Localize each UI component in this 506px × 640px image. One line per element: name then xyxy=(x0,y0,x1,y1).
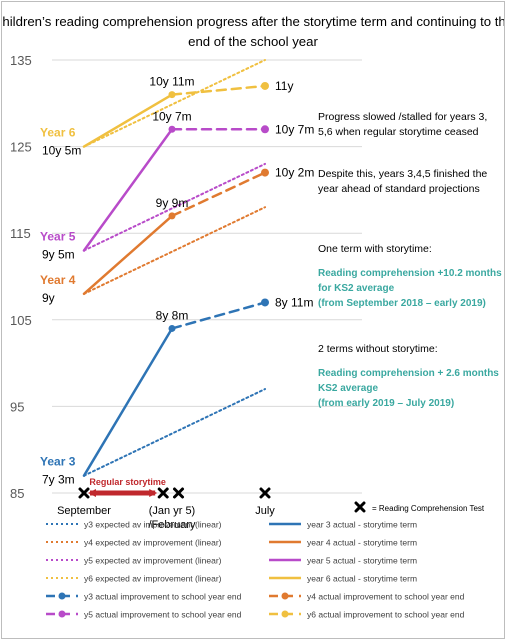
y-tick-label: 135 xyxy=(10,53,32,68)
legend-entry-label: y6 actual improvement to school year end xyxy=(307,610,465,620)
annotation-text: KS2 average xyxy=(318,383,378,394)
legend-swatch-point xyxy=(281,610,289,618)
test-marker xyxy=(259,487,271,499)
series-line xyxy=(83,59,266,148)
point-value-label: 10y 5m xyxy=(42,144,81,158)
series-line xyxy=(83,162,266,252)
annotation-text: (from September 2018 – early 2019) xyxy=(318,298,486,309)
point-value-label: 9y xyxy=(42,291,55,305)
annotation-text: year ahead of standard projections xyxy=(318,183,480,195)
series-end-point xyxy=(261,81,269,90)
y-tick-label: 115 xyxy=(10,226,31,241)
x-tick-label: July xyxy=(255,505,275,517)
legend-entry-label: y4 expected av improvement (linear) xyxy=(84,538,222,548)
annotation-text: Reading comprehension +10.2 months xyxy=(318,268,502,279)
cross-icon xyxy=(354,501,366,513)
series-line xyxy=(82,327,174,477)
legend-test-label: = Reading Comprehension Test xyxy=(372,504,485,513)
legend-entry-label: y3 actual improvement to school year end xyxy=(84,592,242,602)
point-value-label: 11y xyxy=(275,79,293,93)
series-end-point xyxy=(261,168,269,177)
legend-entry-label: year 5 actual - storytime term xyxy=(307,556,417,566)
legend-entry-label: y5 expected av improvement (linear) xyxy=(84,556,222,566)
series-line xyxy=(82,214,174,296)
y-tick-label: 85 xyxy=(10,486,24,501)
series-mid-point xyxy=(168,91,176,99)
point-value-label: 9y 5m xyxy=(42,248,75,262)
series-mid-point xyxy=(168,125,176,133)
chart-title-line: end of the school year xyxy=(188,34,318,49)
point-value-label: 10y 7m xyxy=(275,122,314,136)
point-value-label: 8y 8m xyxy=(156,308,189,322)
series-line xyxy=(83,206,266,295)
point-value-label: 10y 11m xyxy=(149,75,194,89)
series-line xyxy=(82,93,174,148)
year-label: Year 4 xyxy=(40,273,76,287)
legend-entry-label: y3 expected av improvement (linear) xyxy=(84,520,222,530)
series-mid-point xyxy=(168,324,176,332)
annotation-text: 5,6 when regular storytime ceased xyxy=(318,126,479,138)
legend-entry-label: y6 expected av improvement (linear) xyxy=(84,574,222,584)
y-tick-label: 95 xyxy=(10,399,24,414)
x-tick-label: (Jan yr 5) xyxy=(149,505,195,517)
series-mid-point xyxy=(168,212,176,220)
test-marker xyxy=(157,487,169,499)
cross-icon xyxy=(173,487,185,499)
legend-swatch-point xyxy=(281,592,289,600)
series-end-point xyxy=(261,298,269,307)
test-marker xyxy=(78,487,90,499)
annotation-text: Reading comprehension + 2.6 months xyxy=(318,368,499,379)
cross-icon xyxy=(78,487,90,499)
series-line xyxy=(170,84,267,96)
legend-swatch-point xyxy=(58,610,66,618)
annotation-text: One term with storytime: xyxy=(318,243,432,255)
chart-title-line: Children’s reading comprehension progres… xyxy=(2,14,504,29)
year-label: Year 6 xyxy=(40,126,76,140)
point-value-label: 7y 3m xyxy=(42,473,75,487)
test-marker xyxy=(173,487,185,499)
y-tick-label: 105 xyxy=(10,313,32,328)
cross-icon xyxy=(259,487,271,499)
point-value-label: 8y 11m xyxy=(275,295,313,309)
year-label: Year 5 xyxy=(40,230,76,244)
annotation-text: Progress slowed /stalled for years 3, xyxy=(318,111,487,123)
point-value-label: 10y 2m xyxy=(275,166,314,180)
legend-entry-label: year 3 actual - storytime term xyxy=(307,520,417,530)
series-line xyxy=(170,171,267,218)
series-end-point xyxy=(261,125,269,134)
legend-entry-label: year 4 actual - storytime term xyxy=(307,538,417,548)
series-line xyxy=(82,128,174,252)
y-tick-label: 125 xyxy=(10,140,32,155)
legend-swatch-point xyxy=(58,592,66,600)
annotation-text: 2 terms without storytime: xyxy=(318,343,438,355)
series-line xyxy=(170,301,267,330)
storytime-label: Regular storytime xyxy=(89,477,166,487)
point-value-label: 10y 7m xyxy=(152,109,191,123)
x-tick-label: September xyxy=(57,505,111,517)
legend-entry-label: y4 actual improvement to school year end xyxy=(307,592,465,602)
legend-entry-label: y5 actual improvement to school year end xyxy=(84,610,242,620)
annotation-text: Despite this, years 3,4,5 finished the xyxy=(318,168,487,180)
legend-entry-label: year 6 actual - storytime term xyxy=(307,574,417,584)
x-tick-label: /February xyxy=(148,519,196,531)
legend-test-marker xyxy=(354,501,366,513)
annotation-text: for KS2 average xyxy=(318,283,395,294)
annotation-text: (from early 2019 – July 2019) xyxy=(318,398,454,409)
series-line xyxy=(83,388,266,477)
cross-icon xyxy=(157,487,169,499)
year-label: Year 3 xyxy=(40,455,76,469)
point-value-label: 9y 9m xyxy=(156,196,189,210)
